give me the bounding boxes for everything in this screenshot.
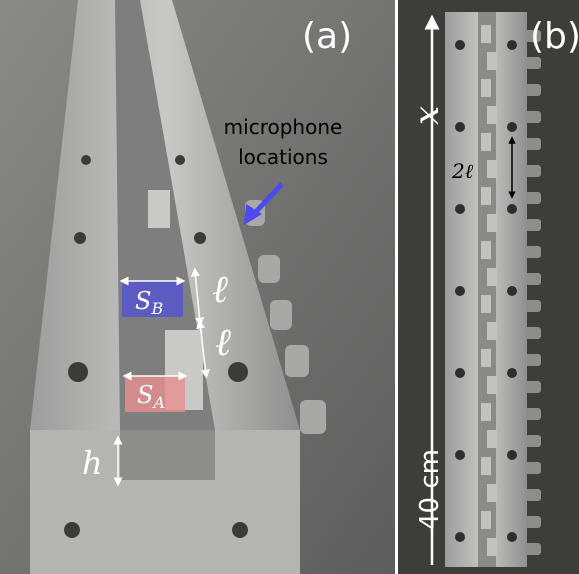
block	[525, 462, 541, 474]
block	[525, 192, 541, 204]
block	[487, 106, 497, 124]
arrow	[250, 182, 284, 218]
sa-label: SA	[137, 381, 165, 412]
block	[481, 457, 491, 475]
block	[481, 187, 491, 205]
hole	[455, 532, 465, 542]
symbol: S	[135, 287, 151, 315]
hole	[507, 286, 517, 296]
axis-label: x	[407, 106, 447, 125]
hole	[455, 204, 465, 214]
block	[481, 79, 491, 97]
panel-b: (b) x 40 cm 2ℓ	[398, 0, 579, 574]
sb-label: SB	[135, 287, 163, 318]
annotation: locations	[238, 145, 328, 169]
block	[487, 160, 497, 178]
block	[481, 133, 491, 151]
microphones	[525, 30, 541, 555]
block	[487, 376, 497, 394]
block	[525, 111, 541, 123]
subscript: A	[151, 393, 165, 412]
hole	[507, 368, 517, 378]
step	[148, 190, 170, 228]
panel-a: (a) microphone locations SB SA ℓ ℓ h	[0, 0, 395, 574]
block	[525, 30, 541, 42]
block	[481, 349, 491, 367]
block	[525, 354, 541, 366]
block	[487, 322, 497, 340]
block	[525, 84, 541, 96]
block	[525, 516, 541, 528]
holes	[64, 155, 248, 538]
block	[487, 538, 497, 556]
hole	[507, 532, 517, 542]
hole	[455, 450, 465, 460]
holes	[455, 40, 517, 542]
block	[481, 295, 491, 313]
ell-label: ℓ	[215, 320, 231, 364]
panel-label: (a)	[302, 16, 352, 57]
steps	[481, 25, 497, 556]
block	[525, 138, 541, 150]
hole	[507, 450, 517, 460]
hole	[455, 286, 465, 296]
dimension	[196, 319, 210, 379]
panel-label: (b)	[530, 16, 579, 57]
block	[481, 25, 491, 43]
block	[525, 57, 541, 69]
block	[525, 543, 541, 555]
subscript: B	[150, 299, 163, 318]
hole	[507, 122, 517, 132]
h-label: h	[82, 444, 103, 482]
block	[487, 484, 497, 502]
block	[525, 381, 541, 393]
arrowhead	[244, 204, 262, 225]
block	[487, 430, 497, 448]
block	[487, 52, 497, 70]
block	[525, 408, 541, 420]
block	[481, 511, 491, 529]
block	[525, 327, 541, 339]
ell-label: ℓ	[212, 267, 228, 311]
block	[481, 403, 491, 421]
block	[525, 165, 541, 177]
sa-box	[125, 376, 185, 412]
hole	[507, 204, 517, 214]
block	[525, 435, 541, 447]
block	[487, 268, 497, 286]
block	[481, 241, 491, 259]
block	[525, 219, 541, 231]
symbol: S	[137, 381, 153, 409]
block	[525, 300, 541, 312]
slot-front	[120, 430, 215, 480]
spacing-label: 2ℓ	[451, 159, 474, 183]
block	[487, 214, 497, 232]
sb-box	[122, 281, 183, 317]
hole	[455, 40, 465, 50]
hole	[455, 368, 465, 378]
hole	[455, 122, 465, 132]
length-label: 40 cm	[415, 449, 445, 530]
annotation: microphone	[224, 115, 343, 139]
hole	[507, 40, 517, 50]
block	[525, 246, 541, 258]
block	[525, 489, 541, 501]
block	[525, 273, 541, 285]
dimension	[190, 267, 205, 327]
